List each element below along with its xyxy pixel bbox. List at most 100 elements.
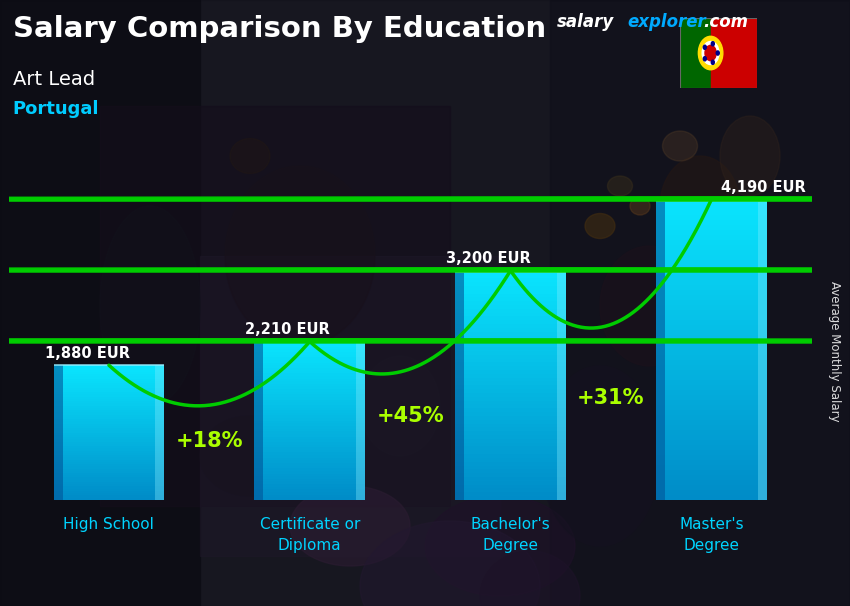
- Bar: [456, 481, 566, 485]
- Circle shape: [702, 42, 719, 64]
- Text: Portugal: Portugal: [13, 100, 99, 118]
- Bar: [656, 199, 767, 205]
- Bar: [456, 374, 566, 378]
- Bar: [54, 444, 164, 446]
- Bar: [254, 355, 365, 358]
- Bar: [54, 464, 164, 466]
- Bar: [656, 280, 767, 285]
- Bar: [456, 316, 566, 321]
- Bar: [254, 340, 365, 343]
- Bar: [254, 373, 365, 376]
- Polygon shape: [0, 268, 850, 272]
- Circle shape: [717, 51, 719, 55]
- Bar: [54, 459, 164, 462]
- Ellipse shape: [720, 116, 780, 196]
- Bar: [54, 435, 164, 437]
- Bar: [200, 256, 500, 556]
- Bar: [656, 360, 767, 365]
- Ellipse shape: [630, 197, 650, 215]
- Bar: [254, 350, 365, 352]
- Bar: [656, 380, 767, 385]
- Bar: [254, 397, 365, 399]
- Bar: [656, 460, 767, 465]
- Bar: [254, 450, 365, 453]
- Bar: [254, 362, 365, 365]
- Bar: [656, 235, 767, 240]
- Ellipse shape: [200, 416, 300, 496]
- Bar: [254, 431, 365, 434]
- Bar: [54, 453, 164, 455]
- Bar: [656, 340, 767, 345]
- Bar: [254, 342, 264, 500]
- Bar: [456, 393, 566, 397]
- Bar: [54, 365, 164, 367]
- Bar: [656, 275, 767, 280]
- Bar: [54, 370, 164, 372]
- Bar: [54, 484, 164, 487]
- Bar: [456, 412, 566, 416]
- Bar: [254, 482, 365, 484]
- Bar: [254, 476, 365, 479]
- Bar: [656, 210, 767, 215]
- Bar: [254, 408, 365, 410]
- Bar: [456, 488, 566, 492]
- Bar: [456, 359, 566, 362]
- Bar: [456, 313, 566, 316]
- Bar: [254, 461, 365, 463]
- Bar: [54, 374, 164, 376]
- Bar: [254, 484, 365, 487]
- Bar: [54, 376, 164, 379]
- Bar: [254, 387, 365, 389]
- Bar: [54, 482, 164, 484]
- Bar: [456, 427, 566, 431]
- Bar: [456, 351, 566, 355]
- Bar: [254, 428, 365, 431]
- Bar: [254, 424, 365, 426]
- Bar: [456, 404, 566, 408]
- Bar: [54, 439, 164, 442]
- Ellipse shape: [662, 131, 698, 161]
- Bar: [54, 415, 164, 417]
- Bar: [54, 433, 164, 435]
- Bar: [456, 442, 566, 447]
- Bar: [54, 372, 164, 374]
- Bar: [54, 417, 164, 419]
- Bar: [254, 465, 365, 468]
- Bar: [656, 480, 767, 485]
- Circle shape: [711, 60, 714, 64]
- Text: salary: salary: [557, 13, 614, 32]
- Bar: [254, 442, 365, 445]
- Bar: [456, 462, 566, 465]
- Bar: [656, 295, 767, 300]
- Bar: [54, 466, 164, 468]
- Bar: [456, 408, 566, 412]
- Text: 1,880 EUR: 1,880 EUR: [45, 346, 130, 361]
- Text: 2,210 EUR: 2,210 EUR: [246, 322, 330, 338]
- Bar: [456, 362, 566, 366]
- Bar: [54, 462, 164, 464]
- Bar: [656, 430, 767, 435]
- Bar: [54, 365, 63, 500]
- Bar: [656, 215, 767, 219]
- Bar: [656, 325, 767, 330]
- Bar: [254, 384, 365, 387]
- Bar: [711, 18, 757, 88]
- Bar: [54, 468, 164, 471]
- Bar: [656, 455, 767, 460]
- Bar: [656, 310, 767, 315]
- Bar: [656, 445, 767, 450]
- Bar: [254, 402, 365, 405]
- Bar: [54, 475, 164, 478]
- Bar: [456, 401, 566, 404]
- Bar: [456, 420, 566, 424]
- Ellipse shape: [100, 206, 200, 406]
- Bar: [54, 442, 164, 444]
- Bar: [456, 321, 566, 324]
- Bar: [557, 271, 566, 500]
- Bar: [656, 410, 767, 415]
- Bar: [54, 498, 164, 500]
- Bar: [656, 375, 767, 380]
- Bar: [456, 355, 566, 359]
- Bar: [54, 496, 164, 498]
- Bar: [656, 260, 767, 265]
